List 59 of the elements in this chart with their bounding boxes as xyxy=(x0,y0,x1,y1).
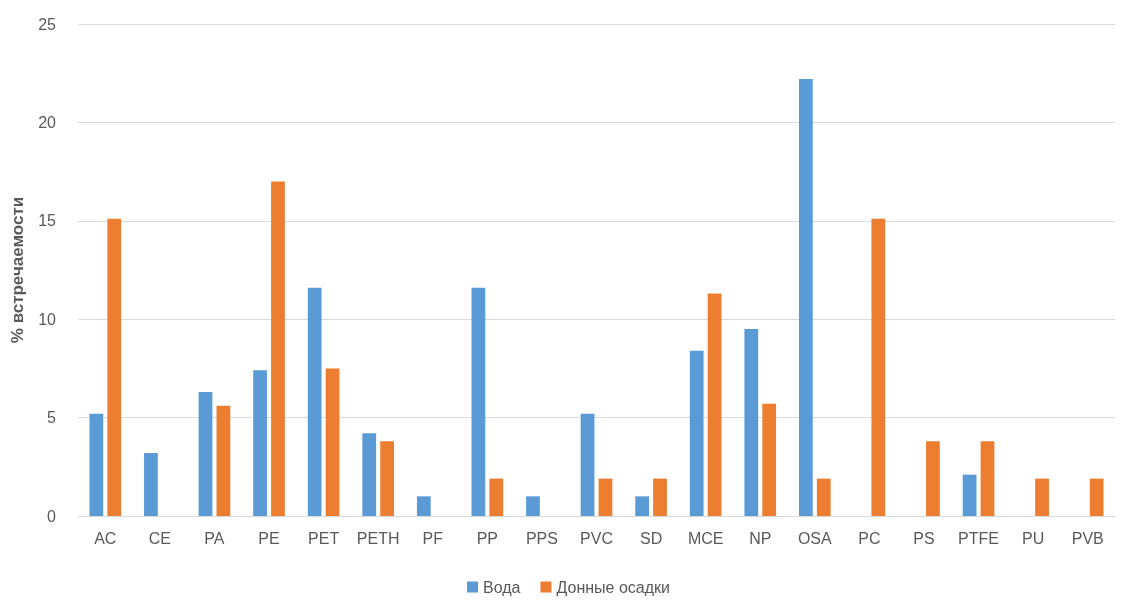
x-tick-label: PPS xyxy=(525,529,558,547)
y-tick-label: 15 xyxy=(38,212,57,230)
bar xyxy=(798,79,813,516)
bar xyxy=(598,478,613,516)
y-tick-label: 20 xyxy=(38,113,57,131)
bar xyxy=(144,453,158,516)
x-tick-label: SD xyxy=(639,529,663,547)
bar xyxy=(380,441,395,516)
bar xyxy=(689,350,704,516)
bar xyxy=(1035,478,1049,516)
bar xyxy=(962,474,977,516)
x-tick-label: PU xyxy=(1022,529,1045,547)
y-tick-label: 10 xyxy=(38,310,57,328)
x-tick-label: PVB xyxy=(1071,529,1104,547)
bar xyxy=(635,496,650,516)
bar xyxy=(253,370,267,516)
bar xyxy=(325,368,340,516)
x-tick-label: PS xyxy=(913,529,935,547)
x-tick-label: PTFE xyxy=(958,529,999,547)
bar xyxy=(307,287,322,516)
legend-label: Донные осадки xyxy=(556,578,670,596)
bar xyxy=(416,496,431,516)
y-axis-title: % встречаемости xyxy=(8,196,27,344)
bar xyxy=(526,496,540,516)
x-tick-label: PE xyxy=(258,529,280,547)
bar xyxy=(980,441,995,516)
x-tick-label: PET xyxy=(308,529,340,547)
bar xyxy=(89,413,104,516)
bar xyxy=(816,478,831,516)
x-tick-label: OSA xyxy=(797,529,833,547)
bar xyxy=(871,218,886,516)
y-tick-label: 0 xyxy=(47,507,57,525)
bar xyxy=(107,218,122,516)
bar xyxy=(489,478,504,516)
bar xyxy=(1089,478,1104,516)
x-tick-label: PA xyxy=(204,529,225,547)
bar xyxy=(362,433,377,516)
bar xyxy=(271,181,285,516)
bar xyxy=(580,413,595,516)
x-tick-label: AC xyxy=(94,529,117,547)
legend-label: Вода xyxy=(483,578,521,596)
bar xyxy=(762,403,777,516)
bar xyxy=(198,392,213,516)
bar xyxy=(707,293,722,516)
x-tick-label: MCE xyxy=(687,529,724,547)
bar xyxy=(926,441,940,516)
x-tick-label: PETH xyxy=(356,529,400,547)
x-tick-label: PVC xyxy=(580,529,613,547)
x-tick-label: CE xyxy=(148,529,171,547)
bar xyxy=(653,478,667,516)
bar xyxy=(471,287,486,516)
x-tick-label: PF xyxy=(422,529,444,547)
y-tick-label: 5 xyxy=(47,409,57,427)
bar xyxy=(216,405,231,516)
x-tick-label: NP xyxy=(749,529,772,547)
bar xyxy=(744,329,759,516)
x-tick-label: PP xyxy=(476,529,499,547)
y-tick-label: 25 xyxy=(38,15,57,33)
x-tick-label: PC xyxy=(858,529,881,547)
